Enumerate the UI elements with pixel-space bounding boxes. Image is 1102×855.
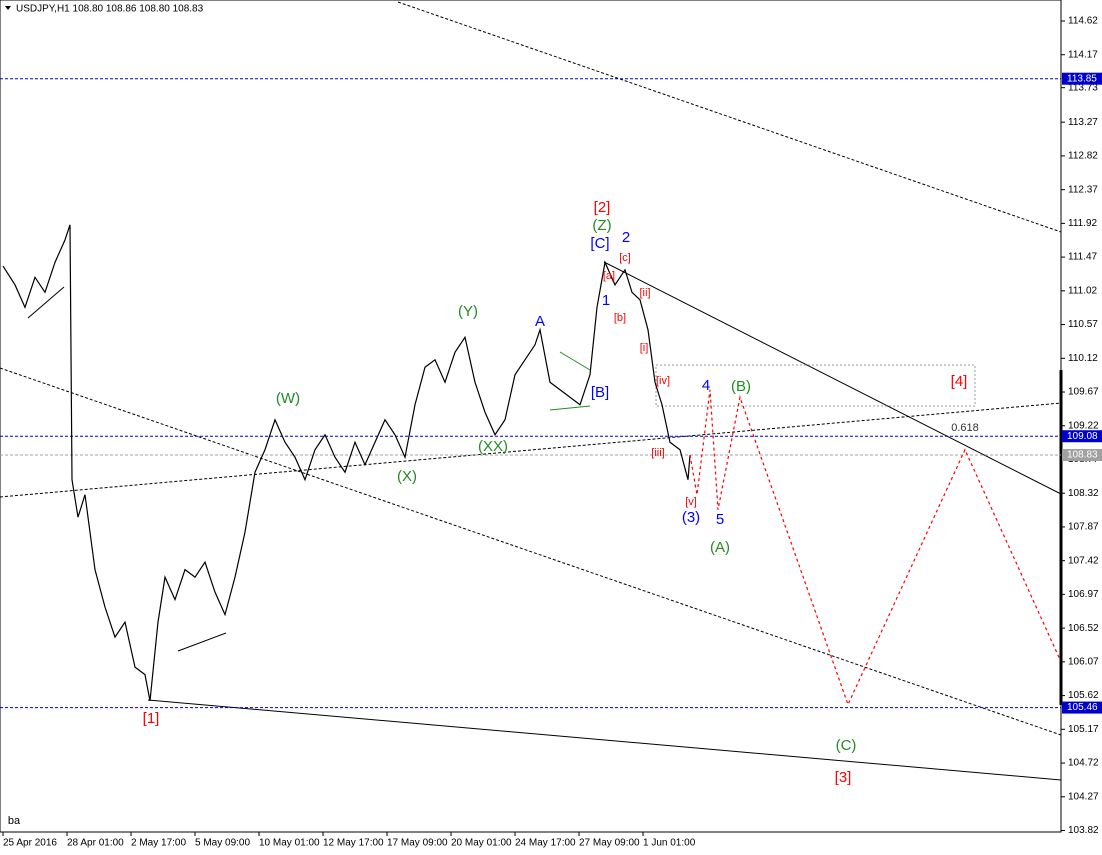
trendline [147,699,1062,781]
trendline [0,367,1062,736]
wave-label: [4] [951,373,968,390]
x-tick-label: 20 May 01:00 [451,838,512,849]
y-tick-label: 104.72 [1068,758,1099,769]
wave-label: [2] [594,199,611,216]
trendline [177,632,227,652]
trendline [0,402,1062,498]
x-tick-label: 27 May 09:00 [579,838,640,849]
wave-label: (Z) [592,217,611,234]
wave-label: ba [8,815,21,827]
price-line [2,224,691,701]
price-label: 113.85 [1067,73,1097,84]
y-tick-label: 113.27 [1068,117,1098,128]
wave-label: (B) [731,378,751,395]
wave-label: (X) [397,468,417,485]
wave-label: 0.618 [951,422,979,434]
y-tick-label: 112.82 [1068,151,1098,162]
price-label: 109.08 [1067,431,1098,442]
wave-label: [b] [614,312,626,324]
y-tick-label: 111.47 [1068,252,1098,263]
wave-label: (A) [710,539,730,556]
wave-label: 5 [716,511,724,528]
trendline [603,261,1062,495]
wave-label: (XX) [478,438,508,455]
y-tick-label: 106.07 [1068,656,1099,667]
wave-label: [C] [590,235,609,252]
y-tick-label: 113.73 [1068,82,1098,93]
wave-label: [v] [685,496,697,508]
y-tick-label: 108.32 [1068,488,1099,499]
x-tick-label: 25 Apr 2016 [3,838,57,849]
x-tick-label: 10 May 01:00 [259,838,320,849]
y-tick-label: 107.42 [1068,555,1099,566]
price-label-box [1062,430,1102,443]
wave-label: (Y) [458,303,478,320]
wave-label: A [535,313,545,330]
x-tick-label: 5 May 09:00 [195,838,250,849]
trendline [549,405,591,411]
wave-label: 1 [602,292,610,309]
x-tick-label: 2 May 17:00 [131,838,186,849]
x-tick-label: 24 May 17:00 [515,838,576,849]
trendline [27,286,65,319]
price-label-box [1062,72,1102,85]
wave-label: [B] [591,384,609,401]
y-tick-label: 105.17 [1068,724,1099,735]
chart-title: USDJPY,H1 108.80 108.86 108.80 108.83 [16,4,204,15]
price-label-box [1062,701,1102,714]
y-tick-label: 110.57 [1068,319,1098,330]
wave-label: [iii] [651,447,664,459]
y-tick-label: 104.27 [1068,791,1099,802]
price-label-box [1062,448,1102,461]
y-tick-label: 112.37 [1068,184,1098,195]
wave-label: [a] [603,270,615,282]
x-tick-label: 28 Apr 01:00 [67,838,124,849]
y-tick-label: 106.97 [1068,589,1099,600]
y-tick-label: 111.02 [1068,285,1098,296]
trendline [397,1,1062,233]
x-tick-label: 17 May 09:00 [387,838,448,849]
wave-label: [i] [640,342,649,354]
y-tick-label: 105.62 [1068,690,1099,701]
y-tick-label: 114.17 [1068,49,1098,60]
x-tick-label: 1 Jun 01:00 [643,838,696,849]
wave-label: [1] [143,710,160,727]
menu-arrow[interactable] [5,6,11,10]
price-label: 108.83 [1067,450,1098,461]
y-tick-label: 111.92 [1068,218,1098,229]
wave-label: [c] [619,252,631,264]
trendlines [0,1,1063,781]
wave-label: [3] [835,769,852,786]
y-tick-label: 114.62 [1068,16,1098,27]
price-line [689,389,1061,707]
wave-label: (3) [682,509,700,526]
wave-label: (W) [276,390,300,407]
y-tick-label: 109.22 [1068,420,1099,431]
y-tick-label: 110.12 [1068,353,1098,364]
wave-label: [iv] [656,375,670,387]
wave-label: 2 [622,229,630,246]
y-tick-label: 106.52 [1068,623,1099,634]
x-tick-label: 12 May 17:00 [323,838,384,849]
trendline [559,351,591,371]
y-tick-label: 103.82 [1068,825,1099,836]
price-label: 105.46 [1067,702,1098,713]
wave-label: [ii] [640,287,651,299]
y-tick-label: 109.67 [1068,387,1099,398]
wave-label: (C) [836,737,857,754]
wave-label: 4 [702,377,710,394]
y-tick-label: 107.87 [1068,522,1099,533]
